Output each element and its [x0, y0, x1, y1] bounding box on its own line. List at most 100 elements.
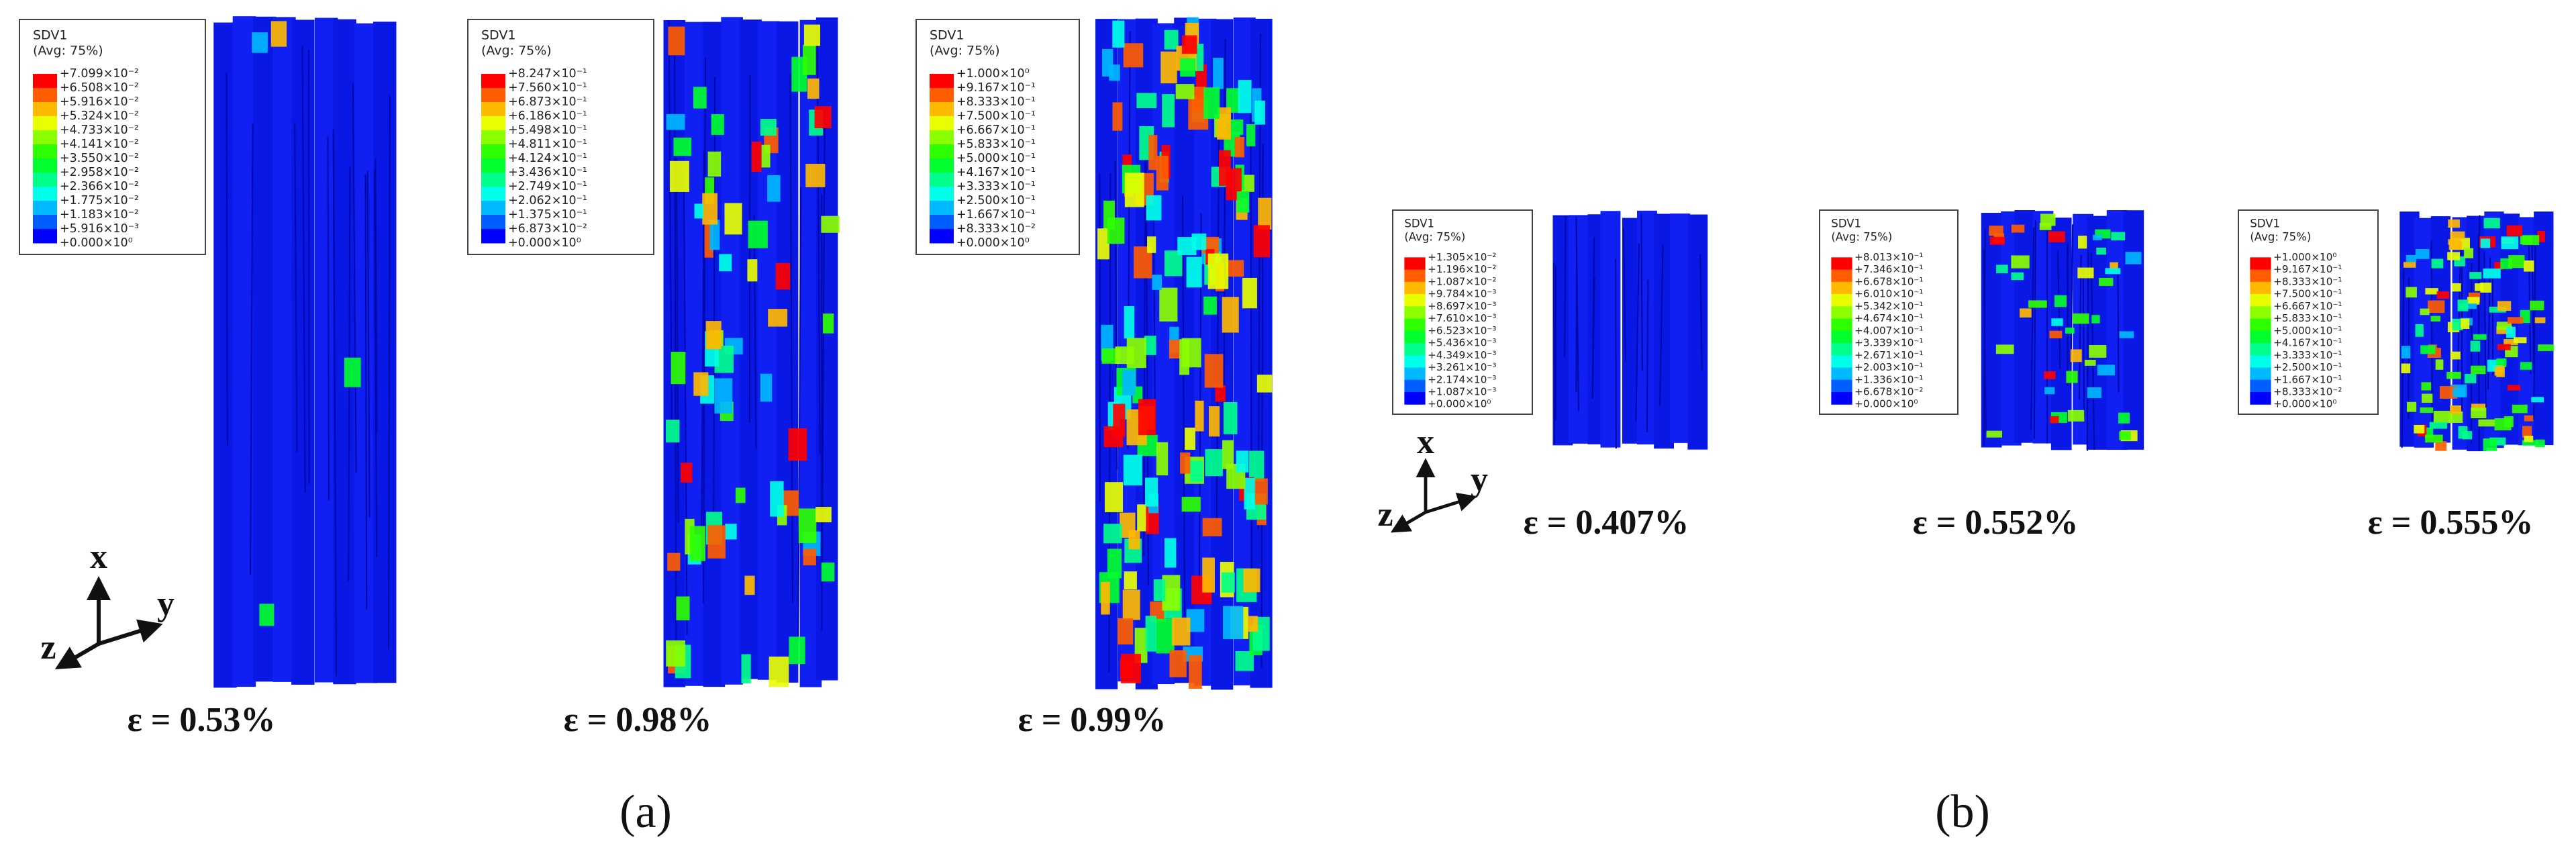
damage-patch [798, 508, 817, 543]
specimen-crack [2082, 269, 2085, 416]
damage-patch [1205, 449, 1223, 477]
legend-label: +8.333×10⁻¹ [956, 95, 1036, 109]
damage-patch [2425, 288, 2438, 295]
damage-patch [814, 106, 832, 128]
legend-swatch [481, 144, 505, 159]
damage-patch [671, 351, 686, 385]
damage-patch [2414, 424, 2425, 434]
damage-patch [783, 490, 799, 516]
damage-patch [1145, 616, 1157, 652]
damage-patch [775, 262, 791, 290]
legend: SDV1(Avg: 75%)+1.000×10⁰+9.167×10⁻¹+8.33… [915, 19, 1080, 255]
legend-label: +1.000×10⁰ [956, 67, 1030, 81]
legend-title: SDV1 [1831, 217, 1861, 230]
damage-patch [821, 215, 840, 233]
specimen-crack [1099, 174, 1101, 501]
damage-patch [2040, 213, 2056, 226]
damage-patch [666, 113, 685, 130]
legend-label: +0.000×10⁰ [1854, 398, 1918, 410]
damage-patch [2446, 371, 2461, 379]
damage-patch [2494, 418, 2512, 431]
specimen-crack [1575, 217, 1579, 412]
damage-patch [2054, 295, 2067, 307]
damage-patch [666, 420, 680, 442]
damage-patch [2415, 249, 2430, 259]
specimen-crack [821, 122, 826, 571]
specimen-crack [294, 123, 298, 452]
specimen-crack [703, 58, 707, 603]
damage-patch [1254, 100, 1265, 125]
legend-label: +4.674×10⁻¹ [1854, 312, 1923, 324]
damage-patch [2457, 299, 2469, 311]
damage-patch [1169, 650, 1187, 677]
legend-swatch [33, 130, 57, 145]
damage-patch [2522, 440, 2538, 446]
damage-patch [2049, 330, 2063, 338]
triad-label: y [157, 585, 175, 623]
legend-swatch [33, 88, 57, 103]
damage-patch [2401, 346, 2411, 358]
specimen-crack [1223, 38, 1226, 430]
damage-patch [815, 507, 832, 523]
damage-patch [1193, 87, 1205, 111]
damage-patch [2537, 230, 2546, 242]
legend-label: +1.667×10⁻¹ [956, 208, 1036, 222]
specimen-crack [375, 158, 378, 434]
legend-label: +9.784×10⁻³ [1428, 288, 1496, 300]
damage-patch [2467, 297, 2480, 305]
legend-swatch [2250, 343, 2271, 356]
legend-swatch [481, 187, 505, 201]
damage-patch [2471, 403, 2486, 412]
damage-patch [1191, 233, 1207, 250]
specimen-crack [373, 171, 378, 558]
legend-swatch [930, 144, 954, 159]
damage-patch [2435, 359, 2444, 370]
damage-patch [705, 321, 722, 350]
damage-patch [1249, 450, 1265, 481]
damage-patch [1122, 589, 1140, 620]
damage-patch [1995, 344, 2014, 354]
damage-patch [2507, 317, 2524, 324]
damage-patch [2469, 272, 2482, 279]
damage-patch [1156, 618, 1175, 654]
damage-patch [1124, 305, 1135, 339]
legend-subtitle: (Avg: 75%) [481, 44, 552, 58]
legend-swatch [930, 88, 954, 103]
damage-patch [803, 548, 816, 566]
damage-patch [2436, 291, 2450, 299]
triad-arrow [54, 642, 100, 670]
legend-swatch [33, 74, 57, 89]
legend-swatch [33, 116, 57, 131]
damage-patch [1160, 51, 1177, 84]
specimen-strip [232, 16, 256, 687]
specimen-crack [1699, 254, 1703, 371]
damage-patch [1238, 80, 1252, 113]
strain-label: ε = 0.555% [2368, 503, 2534, 542]
damage-patch [761, 144, 771, 168]
damage-patch [2452, 283, 2461, 292]
damage-patch [1128, 530, 1140, 550]
legend-label: +2.958×10⁻² [60, 166, 139, 179]
specimen-crack [1659, 244, 1664, 406]
legend-swatch [481, 102, 505, 117]
triad-label: z [1377, 495, 1393, 534]
legend-label: +5.916×10⁻³ [60, 222, 139, 236]
damage-patch [2470, 340, 2481, 352]
legend-label: +1.375×10⁻¹ [508, 208, 587, 222]
damage-patch [2497, 301, 2512, 311]
damage-patch [2420, 308, 2430, 316]
damage-patch [725, 524, 737, 540]
damage-patch [1242, 277, 1257, 309]
legend-label: +7.500×10⁻¹ [2273, 288, 2342, 300]
damage-patch [2087, 387, 2101, 398]
triad-label: z [40, 628, 56, 667]
legend-swatch [33, 144, 57, 159]
damage-patch [2507, 385, 2521, 391]
damage-patch [1253, 225, 1270, 258]
legend-label: +7.346×10⁻¹ [1854, 263, 1923, 275]
legend-label: +8.333×10⁻¹ [2273, 275, 2342, 287]
legend-label: +2.749×10⁻¹ [508, 180, 587, 193]
legend-swatch [930, 158, 954, 173]
